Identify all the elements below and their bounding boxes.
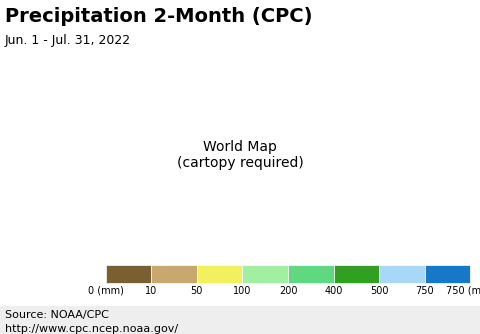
Text: 500: 500 (370, 286, 388, 296)
Text: 0 (mm): 0 (mm) (88, 286, 123, 296)
Text: World Map
(cartopy required): World Map (cartopy required) (177, 140, 303, 170)
Text: Precipitation 2-Month (CPC): Precipitation 2-Month (CPC) (5, 7, 312, 26)
FancyBboxPatch shape (197, 265, 242, 283)
Text: Source: NOAA/CPC: Source: NOAA/CPC (5, 310, 108, 320)
Text: http://www.cpc.ncep.noaa.gov/: http://www.cpc.ncep.noaa.gov/ (5, 324, 178, 334)
FancyBboxPatch shape (334, 265, 379, 283)
FancyBboxPatch shape (242, 265, 288, 283)
Text: 750 (mm): 750 (mm) (446, 286, 480, 296)
FancyBboxPatch shape (379, 265, 425, 283)
FancyBboxPatch shape (151, 265, 197, 283)
FancyBboxPatch shape (288, 265, 334, 283)
FancyBboxPatch shape (425, 265, 470, 283)
Text: Jun. 1 - Jul. 31, 2022: Jun. 1 - Jul. 31, 2022 (5, 34, 131, 47)
FancyBboxPatch shape (106, 265, 151, 283)
Text: 100: 100 (233, 286, 252, 296)
Text: 400: 400 (324, 286, 343, 296)
Text: 50: 50 (191, 286, 203, 296)
Text: 10: 10 (145, 286, 157, 296)
Text: 750: 750 (416, 286, 434, 296)
Text: 200: 200 (279, 286, 297, 296)
